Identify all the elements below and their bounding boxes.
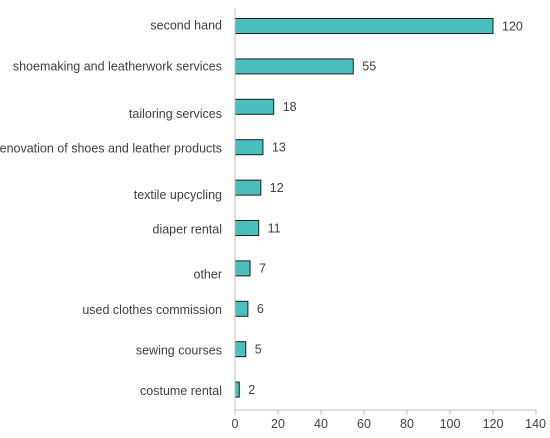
bar-6	[234, 260, 251, 277]
x-tick-label-1: 20	[271, 417, 285, 431]
value-label-1: 55	[362, 60, 376, 74]
value-label-2: 18	[283, 100, 297, 114]
category-label-1: shoemaking and leatherwork services	[13, 60, 222, 74]
x-tick-label-2: 40	[314, 417, 328, 431]
category-label-6: other	[194, 268, 223, 282]
bar-0	[234, 18, 494, 34]
value-label-4: 12	[270, 181, 284, 195]
x-tick-label-3: 60	[357, 417, 371, 431]
bar-8	[234, 341, 247, 358]
value-label-0: 120	[502, 19, 523, 33]
bar-3	[234, 139, 264, 156]
category-label-5: diaper rental	[153, 222, 223, 236]
bars-group	[234, 18, 494, 398]
x-tick-label-0: 0	[232, 417, 239, 431]
bar-5	[234, 220, 260, 236]
bar-4	[234, 179, 262, 196]
value-labels-group: 120 55 18 13 12 11 7 6 5 2	[248, 19, 523, 397]
x-tick-label-4: 80	[400, 417, 414, 431]
x-tick-label-6: 120	[483, 417, 504, 431]
value-label-7: 6	[257, 302, 264, 316]
category-label-2: tailoring services	[129, 107, 222, 121]
value-label-8: 5	[255, 342, 262, 356]
category-label-7: used clothes commission	[82, 303, 222, 317]
bar-1	[234, 58, 354, 75]
category-labels-group: second hand shoemaking and leatherwork se…	[0, 18, 222, 398]
value-label-6: 7	[259, 262, 266, 276]
bar-2	[234, 98, 275, 115]
value-label-3: 13	[272, 140, 286, 154]
value-label-5: 11	[268, 221, 281, 235]
value-label-9: 2	[248, 383, 255, 397]
x-axis: 0 20 40 60 80 100 120 140	[232, 8, 546, 431]
category-label-0: second hand	[150, 18, 222, 32]
bar-7	[234, 300, 249, 317]
category-label-3: renovation of shoes and leather products	[0, 141, 222, 155]
category-label-4: textile upcycling	[134, 188, 222, 202]
category-label-9: costume rental	[140, 384, 222, 398]
category-label-8: sewing courses	[136, 343, 222, 357]
x-tick-label-5: 100	[440, 417, 461, 431]
x-tick-label-7: 140	[525, 417, 546, 431]
bar-9	[234, 381, 240, 398]
